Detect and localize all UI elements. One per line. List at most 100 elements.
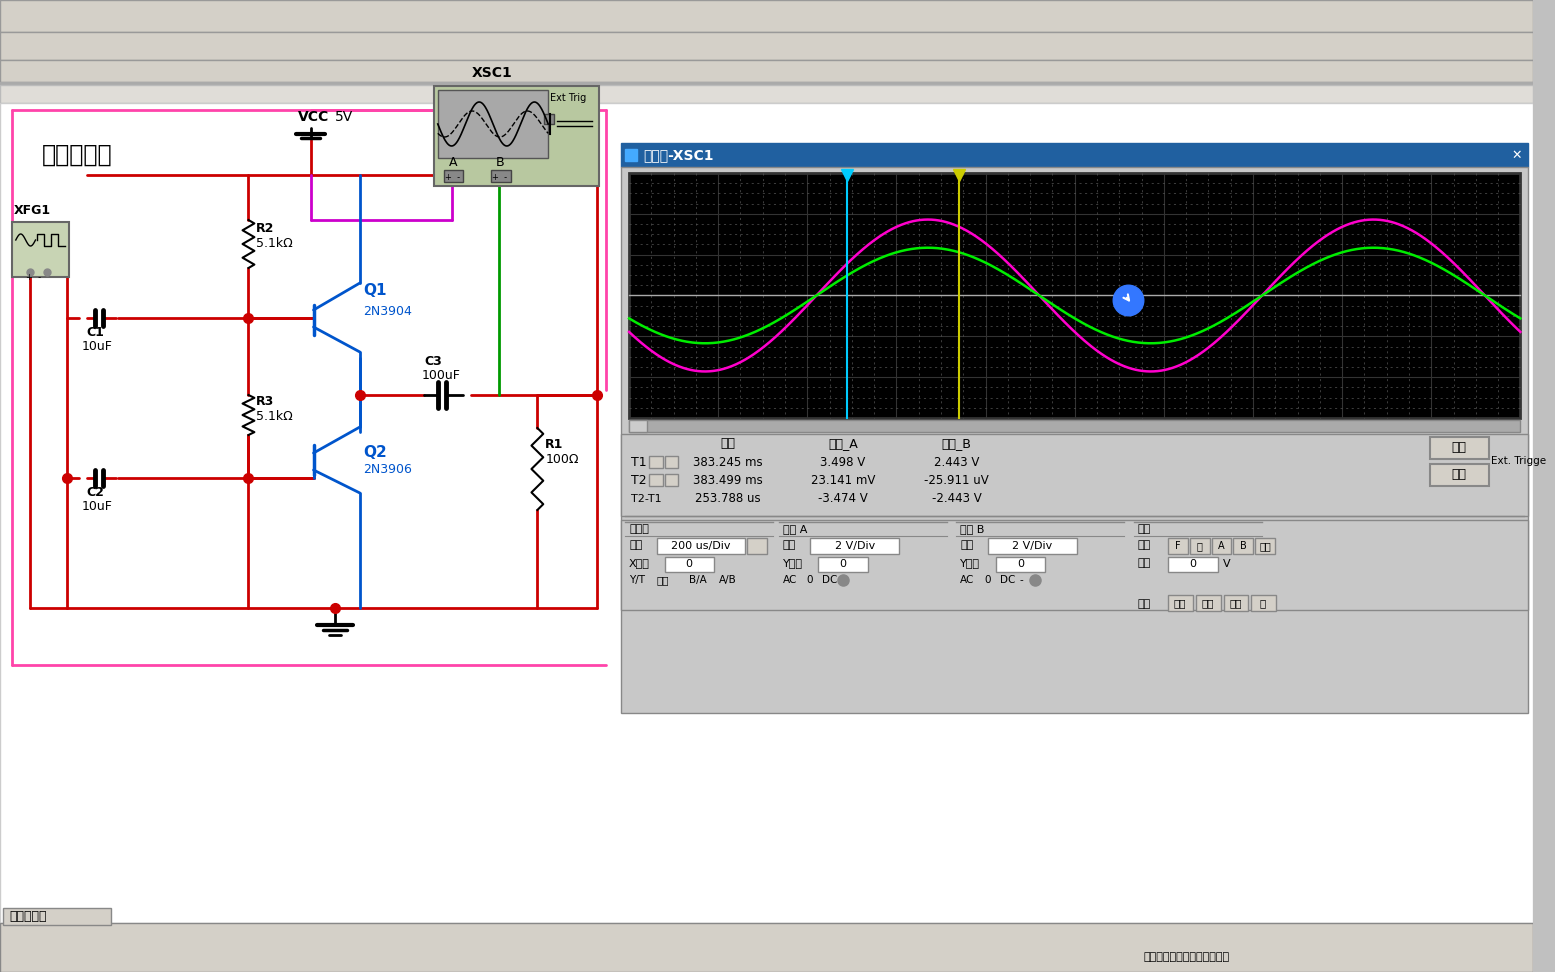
- Bar: [0, 0, 1533, 32]
- Bar: [810, 538, 899, 554]
- Bar: [1224, 595, 1249, 611]
- Text: 0: 0: [1017, 559, 1025, 569]
- Text: 正弦: 正弦: [1174, 598, 1186, 608]
- Text: 253.788 us: 253.788 us: [695, 492, 760, 505]
- Text: +  -: + -: [25, 273, 40, 282]
- Text: X位置: X位置: [630, 558, 650, 568]
- Text: 3.498 V: 3.498 V: [821, 456, 866, 469]
- Text: 比例: 比例: [961, 540, 973, 550]
- Bar: [439, 90, 549, 158]
- Text: DC: DC: [1000, 575, 1015, 585]
- Text: 383.245 ms: 383.245 ms: [694, 456, 762, 469]
- Text: 5V: 5V: [336, 110, 353, 124]
- Bar: [818, 557, 868, 572]
- Bar: [630, 420, 1521, 432]
- Text: 越失真问题: 越失真问题: [9, 910, 47, 923]
- Text: Q2: Q2: [362, 445, 387, 460]
- Bar: [1429, 464, 1488, 486]
- Bar: [664, 456, 678, 468]
- Text: 通道 B: 通道 B: [961, 524, 984, 534]
- Bar: [1211, 538, 1232, 554]
- Bar: [434, 86, 600, 186]
- Text: T2-T1: T2-T1: [631, 494, 662, 504]
- Text: 保存: 保存: [1452, 468, 1466, 481]
- Text: Ext. Trigge: Ext. Trigge: [1491, 456, 1546, 466]
- Text: 2 V/Div: 2 V/Div: [1012, 541, 1053, 551]
- Text: -: -: [1020, 575, 1023, 585]
- Bar: [0, 32, 1533, 60]
- Text: 100Ω: 100Ω: [546, 453, 578, 466]
- Text: 0: 0: [840, 559, 846, 569]
- Text: -3.474 V: -3.474 V: [818, 492, 868, 505]
- Text: 触发: 触发: [1138, 524, 1151, 534]
- Text: R2: R2: [257, 222, 275, 235]
- Text: 5.1kΩ: 5.1kΩ: [257, 410, 292, 423]
- Text: 加载: 加载: [656, 575, 669, 585]
- Text: 2.443 V: 2.443 V: [933, 456, 980, 469]
- Text: 200 us/Div: 200 us/Div: [672, 541, 731, 551]
- Bar: [1190, 538, 1210, 554]
- Bar: [1168, 557, 1218, 572]
- Bar: [1196, 595, 1221, 611]
- Text: Y位置: Y位置: [782, 558, 802, 568]
- Bar: [620, 143, 1529, 167]
- Text: 0: 0: [984, 575, 991, 585]
- Text: 5.1kΩ: 5.1kΩ: [257, 237, 292, 250]
- Text: Y位置: Y位置: [961, 558, 980, 568]
- Text: +  -: + -: [491, 173, 507, 182]
- Text: 通道 A: 通道 A: [782, 524, 807, 534]
- Text: R1: R1: [546, 438, 563, 451]
- Text: XFG1: XFG1: [14, 204, 51, 217]
- Bar: [620, 520, 1529, 610]
- Text: Ext Trig: Ext Trig: [550, 93, 586, 103]
- Text: VCC: VCC: [297, 110, 330, 124]
- Text: +  -: + -: [445, 173, 460, 182]
- Bar: [630, 173, 1521, 418]
- Text: A/B: A/B: [718, 575, 737, 585]
- Text: 比例: 比例: [782, 540, 796, 550]
- Text: 飞: 飞: [1197, 541, 1204, 551]
- Bar: [443, 170, 463, 182]
- Bar: [630, 420, 647, 432]
- Bar: [12, 222, 68, 277]
- Text: F: F: [1176, 541, 1182, 551]
- Text: B: B: [496, 156, 504, 169]
- Bar: [664, 557, 714, 572]
- Text: 边沿: 边沿: [1138, 540, 1151, 550]
- Text: T1: T1: [631, 456, 647, 469]
- Text: 反向: 反向: [1452, 441, 1466, 454]
- Text: 23.141 mV: 23.141 mV: [810, 474, 875, 487]
- Bar: [1233, 538, 1253, 554]
- Text: 0: 0: [686, 559, 692, 569]
- Bar: [1255, 538, 1275, 554]
- Text: 从零学电子: 从零学电子: [42, 143, 112, 167]
- Text: 电平: 电平: [1138, 558, 1151, 568]
- Bar: [0, 923, 1533, 972]
- Bar: [544, 114, 554, 124]
- Bar: [0, 103, 1533, 923]
- Text: AC: AC: [961, 575, 975, 585]
- Text: 时间: 时间: [720, 437, 736, 450]
- Text: C2: C2: [87, 486, 104, 499]
- Text: -25.911 uV: -25.911 uV: [924, 474, 989, 487]
- Text: A: A: [449, 156, 457, 169]
- Bar: [0, 82, 1533, 85]
- Text: ✕: ✕: [1511, 149, 1522, 162]
- Text: 10uF: 10uF: [82, 500, 112, 513]
- Text: A: A: [1218, 541, 1225, 551]
- Text: V: V: [1222, 559, 1230, 569]
- Text: 标准: 标准: [1202, 598, 1214, 608]
- Bar: [491, 170, 510, 182]
- Text: 类型: 类型: [1138, 599, 1151, 609]
- Text: 383.499 ms: 383.499 ms: [694, 474, 762, 487]
- Bar: [648, 456, 662, 468]
- Bar: [1252, 595, 1275, 611]
- Bar: [0, 85, 1533, 103]
- Text: 比例: 比例: [630, 540, 642, 550]
- Bar: [1168, 595, 1193, 611]
- Bar: [648, 474, 662, 486]
- Text: DC: DC: [823, 575, 838, 585]
- Text: 时间轴: 时间轴: [630, 524, 648, 534]
- Text: 2N3904: 2N3904: [362, 305, 412, 318]
- Text: Y/T: Y/T: [630, 575, 645, 585]
